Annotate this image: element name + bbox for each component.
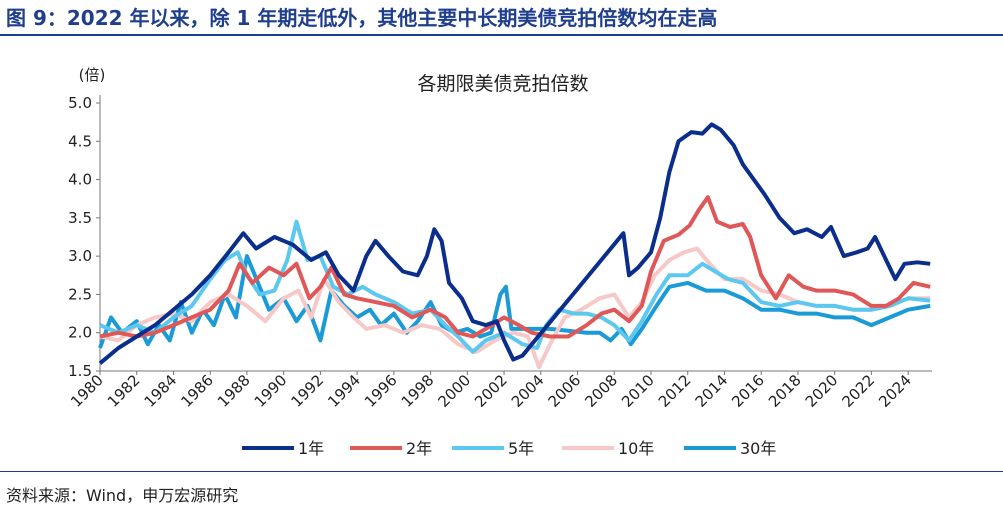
series-layer — [98, 122, 931, 370]
chart-title: 各期限美债竞拍倍数 — [417, 73, 588, 95]
x-tick-label: 1992 — [287, 371, 327, 411]
x-tick-label: 2022 — [838, 371, 878, 411]
series-line-2 — [99, 195, 931, 339]
line-chart: 各期限美债竞拍倍数 (倍) 1.5 2.0 2.5 3.0 3.5 4.0 4.5 5.0 1… — [67, 66, 932, 458]
x-tick-label: 1998 — [398, 371, 438, 411]
x-tick-label: 1994 — [324, 371, 364, 411]
y-axis: 1.5 2.0 2.5 3.0 3.5 4.0 4.5 5.0 — [68, 94, 101, 380]
x-tick-label: 2024 — [875, 371, 915, 411]
x-tick-label: 2020 — [802, 371, 842, 411]
figure-title: 图 9：2022 年以来，除 1 年期走低外，其他主要中长期美债竞拍倍数均在走高 — [6, 6, 718, 30]
series-line-5 — [98, 254, 931, 349]
x-tick-label: 1982 — [104, 371, 144, 411]
legend-label-1: 1年 — [298, 439, 324, 458]
y-tick-label: 3.0 — [68, 247, 92, 265]
y-tick-label: 5.0 — [68, 94, 92, 112]
x-tick-label: 2000 — [434, 371, 474, 411]
y-tick-label: 1.5 — [68, 362, 92, 380]
x-tick-label: 2018 — [765, 371, 805, 411]
legend-label-3: 5年 — [508, 439, 534, 458]
series-line-1 — [98, 122, 931, 365]
y-tick-label: 4.0 — [68, 171, 92, 189]
x-tick-label: 2010 — [618, 371, 658, 411]
legend-label-5: 30年 — [740, 439, 776, 458]
x-tick-label: 1988 — [214, 371, 254, 411]
x-axis: 1980198219841986198819901992199419961998… — [67, 370, 932, 411]
x-tick-label: 1996 — [361, 371, 401, 411]
y-tick-label: 2.0 — [68, 324, 92, 342]
legend-label-4: 10年 — [618, 439, 654, 458]
x-tick-label: 1984 — [141, 371, 181, 411]
x-tick-label: 2006 — [545, 371, 585, 411]
title-rule — [0, 34, 1003, 36]
footer-rule — [0, 471, 1003, 472]
x-tick-label: 2004 — [508, 371, 548, 411]
legend: 1年 2年 5年 10年 30年 — [242, 439, 776, 458]
y-tick-label: 2.5 — [68, 285, 92, 303]
series-line-4 — [99, 246, 931, 370]
y-axis-unit-label: (倍) — [79, 66, 106, 84]
x-tick-label: 2016 — [728, 371, 768, 411]
y-tick-label: 4.5 — [68, 132, 92, 150]
x-tick-label: 2002 — [471, 371, 511, 411]
x-tick-label: 1990 — [251, 371, 291, 411]
x-tick-label: 1986 — [177, 371, 217, 411]
x-tick-label: 2014 — [692, 371, 732, 411]
x-tick-label: 2012 — [655, 371, 695, 411]
x-tick-label: 2008 — [581, 371, 621, 411]
y-tick-label: 3.5 — [68, 209, 92, 227]
legend-label-2: 2年 — [406, 439, 432, 458]
source-note: 资料来源：Wind，申万宏源研究 — [6, 486, 239, 505]
